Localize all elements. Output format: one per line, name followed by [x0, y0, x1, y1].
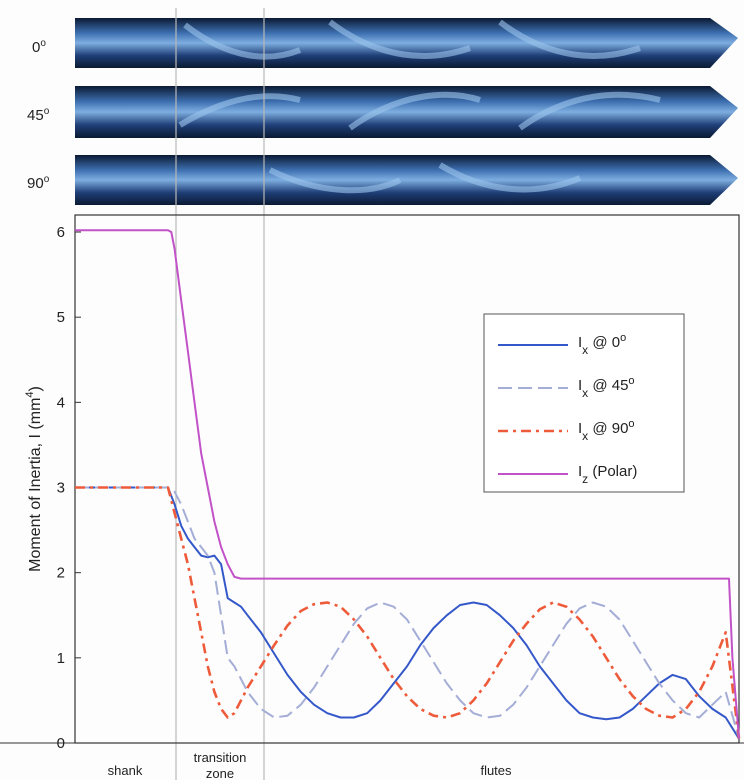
drill-body: [75, 155, 738, 205]
legend: Ix @ 0o Ix @ 45o Ix @ 90o Iz (Polar): [483, 313, 685, 493]
series-line-iz: [75, 229, 740, 739]
drill-label-0: 0o: [32, 38, 46, 56]
zone-label-transition: transition: [194, 750, 247, 765]
drill-label-90: 90o: [27, 174, 50, 192]
y-tick-label: 1: [57, 650, 65, 667]
drill-0deg: 0o: [32, 18, 738, 68]
series-line-ix0: [75, 486, 740, 740]
y-axis-ticks: 0 1 2 3 4 5 6: [57, 224, 81, 752]
legend-box: [483, 313, 685, 493]
y-tick-label: 6: [57, 224, 65, 241]
flute-streak: [328, 19, 471, 59]
flute-streak: [498, 19, 641, 59]
flute-streak: [178, 93, 301, 128]
legend-label-ix90: Ix @ 90o: [578, 418, 635, 443]
flute-streak: [438, 162, 582, 193]
drill-label-45: 45o: [27, 106, 50, 124]
series-line-ix45: [75, 486, 740, 739]
zone-label-flutes: flutes: [480, 763, 512, 778]
zone-label-shank: shank: [108, 763, 143, 778]
y-tick-label: 4: [57, 394, 65, 411]
drill-images: 0o 45o 90o: [27, 18, 738, 205]
y-tick-label: 5: [57, 309, 65, 326]
flute-streak: [183, 22, 302, 60]
drill-90deg: 90o: [27, 155, 738, 205]
chart-series: [75, 229, 741, 740]
legend-label-ix45: Ix @ 45o: [578, 375, 635, 400]
legend-label-iz: Iz (Polar): [578, 463, 637, 486]
zone-label-zone: zone: [206, 766, 234, 780]
flute-streak: [348, 91, 481, 131]
y-tick-label: 2: [57, 565, 65, 582]
y-tick-label: 0: [57, 735, 65, 752]
legend-label-ix0: Ix @ 0o: [578, 332, 626, 357]
y-tick-label: 3: [57, 480, 65, 497]
series-line-ix90: [75, 486, 741, 739]
flute-streak: [518, 91, 661, 131]
drill-body: [75, 18, 738, 68]
flute-streak: [268, 167, 402, 194]
drill-45deg: 45o: [27, 86, 738, 138]
y-axis-label: Moment of Inertia, I (mm4): [24, 386, 44, 572]
